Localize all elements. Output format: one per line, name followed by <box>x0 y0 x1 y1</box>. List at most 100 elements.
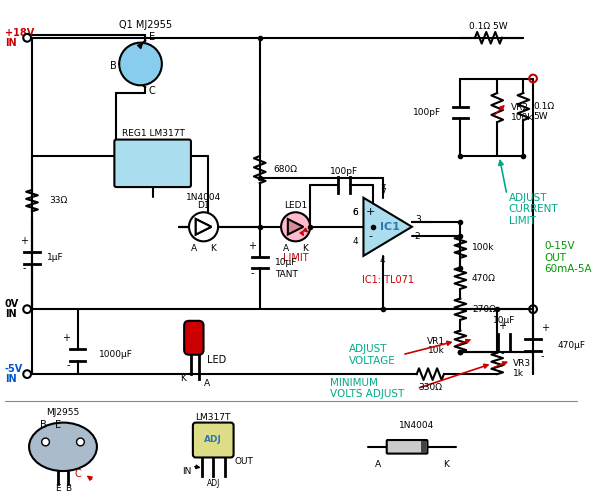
Text: 270Ω: 270Ω <box>472 305 496 314</box>
Text: IN: IN <box>124 151 138 161</box>
Circle shape <box>189 212 218 242</box>
Text: -: - <box>368 232 372 242</box>
Text: OUT: OUT <box>234 457 254 466</box>
Text: 2: 2 <box>415 232 420 241</box>
Text: IN: IN <box>182 467 192 476</box>
Text: 470μF: 470μF <box>557 340 585 349</box>
Text: 7: 7 <box>380 189 386 198</box>
Text: A: A <box>375 460 381 469</box>
Text: 10μF: 10μF <box>275 258 298 267</box>
Text: B: B <box>110 61 117 71</box>
Text: IC1: TL071: IC1: TL071 <box>362 275 414 285</box>
Text: +: + <box>365 207 375 217</box>
FancyBboxPatch shape <box>387 440 428 454</box>
Text: 100k: 100k <box>511 113 533 122</box>
Text: IN: IN <box>5 309 17 319</box>
Text: 100pF: 100pF <box>330 167 358 176</box>
Text: E: E <box>56 484 61 493</box>
Text: A: A <box>191 244 197 252</box>
Text: D1: D1 <box>197 201 210 210</box>
Circle shape <box>281 212 310 242</box>
Text: IN: IN <box>5 374 17 384</box>
Text: OUT: OUT <box>161 151 188 161</box>
Text: +: + <box>248 241 256 251</box>
Text: VR3: VR3 <box>512 359 531 368</box>
Text: -: - <box>66 360 70 370</box>
Text: C: C <box>149 86 155 96</box>
Text: IC1: IC1 <box>380 222 399 232</box>
Text: 0V: 0V <box>5 299 19 309</box>
Text: ADJ: ADJ <box>205 435 222 444</box>
Text: 1k: 1k <box>512 369 524 378</box>
Text: IN: IN <box>5 37 17 47</box>
Text: ADJUST
VOLTAGE: ADJUST VOLTAGE <box>349 344 396 366</box>
Text: K: K <box>210 244 216 252</box>
Text: -: - <box>250 268 254 278</box>
Text: LM317T: LM317T <box>196 413 231 422</box>
Text: K: K <box>303 244 308 252</box>
Text: C: C <box>74 469 81 479</box>
Text: K: K <box>443 460 448 469</box>
Text: A: A <box>283 244 289 252</box>
FancyBboxPatch shape <box>184 321 203 355</box>
Text: ADJ: ADJ <box>142 171 164 181</box>
Text: 100pF: 100pF <box>413 108 441 117</box>
Text: +: + <box>541 323 549 333</box>
Circle shape <box>77 438 84 446</box>
Text: 100k: 100k <box>472 243 495 251</box>
Text: 1N4004: 1N4004 <box>399 421 434 430</box>
Text: 7: 7 <box>380 184 386 193</box>
Text: TANT: TANT <box>275 270 298 279</box>
Text: 6: 6 <box>353 208 359 217</box>
Text: 1N4004: 1N4004 <box>186 193 221 202</box>
Text: -5V: -5V <box>5 364 23 374</box>
Polygon shape <box>196 219 211 235</box>
Text: -: - <box>541 351 544 361</box>
Text: REG1 LM317T: REG1 LM317T <box>122 129 185 138</box>
Text: 5W: 5W <box>533 112 548 121</box>
Text: +: + <box>498 320 506 330</box>
Polygon shape <box>364 198 412 256</box>
Text: LED: LED <box>208 355 227 365</box>
Ellipse shape <box>29 423 97 471</box>
Text: B: B <box>65 484 71 493</box>
Text: ADJUST
CURRENT
LIMIT: ADJUST CURRENT LIMIT <box>509 193 559 226</box>
Text: MJ2955: MJ2955 <box>47 408 80 417</box>
Text: +: + <box>62 333 70 343</box>
Text: B: B <box>40 421 47 431</box>
Text: +: + <box>20 236 28 246</box>
Text: 330Ω: 330Ω <box>419 383 443 392</box>
Text: Q1 MJ2955: Q1 MJ2955 <box>119 20 172 30</box>
Text: +18V: +18V <box>5 28 34 38</box>
FancyBboxPatch shape <box>420 441 426 453</box>
Polygon shape <box>288 219 303 235</box>
Text: ADJ: ADJ <box>206 479 220 488</box>
Text: 33Ω: 33Ω <box>50 196 68 205</box>
Text: 3: 3 <box>415 215 420 224</box>
Text: 0.1Ω 5W: 0.1Ω 5W <box>469 21 508 30</box>
Circle shape <box>119 42 162 85</box>
Text: -: - <box>501 348 504 358</box>
Text: 0.1Ω: 0.1Ω <box>533 102 554 111</box>
Text: K: K <box>180 374 186 383</box>
Text: 10k: 10k <box>428 346 445 355</box>
Circle shape <box>42 438 50 446</box>
Text: VR2: VR2 <box>511 103 529 112</box>
Text: E: E <box>149 32 155 42</box>
FancyBboxPatch shape <box>114 140 191 187</box>
Text: 1000μF: 1000μF <box>99 350 133 359</box>
Text: 4: 4 <box>380 256 386 265</box>
Text: 6: 6 <box>353 208 359 217</box>
Text: A: A <box>203 379 210 388</box>
Text: 470Ω: 470Ω <box>472 273 496 282</box>
Text: LED1: LED1 <box>284 201 307 210</box>
FancyBboxPatch shape <box>193 423 234 458</box>
Text: E: E <box>55 421 61 431</box>
Text: 4: 4 <box>353 237 359 246</box>
Text: 1μF: 1μF <box>47 253 63 262</box>
Text: -: - <box>23 263 26 273</box>
Text: VR1: VR1 <box>427 337 445 346</box>
Text: MINIMUM
VOLTS ADJUST: MINIMUM VOLTS ADJUST <box>329 378 404 400</box>
Text: 0-15V
OUT
60mA-5A: 0-15V OUT 60mA-5A <box>545 241 593 274</box>
Text: 10μF: 10μF <box>493 316 515 325</box>
